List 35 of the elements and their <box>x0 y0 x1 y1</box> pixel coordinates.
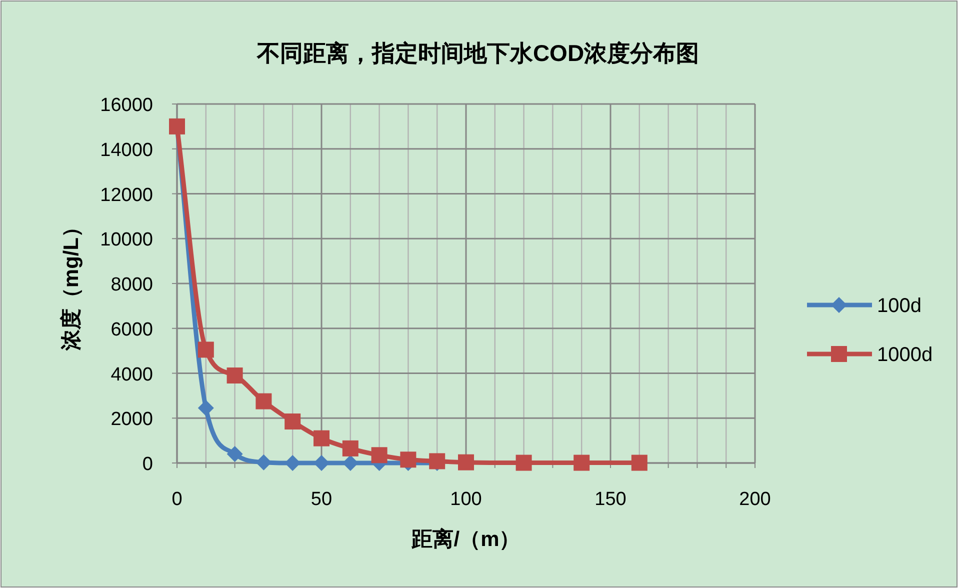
point <box>516 454 532 471</box>
point <box>631 454 648 471</box>
point <box>314 455 330 471</box>
point <box>458 454 474 470</box>
point <box>400 452 416 468</box>
x-tick-label: 50 <box>310 489 332 510</box>
y-tick-label: 14000 <box>100 140 153 161</box>
y-tick-label: 10000 <box>100 230 153 251</box>
x-tick-label: 0 <box>172 489 182 510</box>
point <box>226 446 243 462</box>
legend-label: 1000d <box>877 344 933 366</box>
y-tick-label: 16000 <box>100 95 153 116</box>
point <box>256 454 272 470</box>
point <box>198 342 214 358</box>
x-tick-label: 100 <box>450 489 482 510</box>
y-axis-title: 浓度（mg/L） <box>59 216 83 352</box>
y-tick-label: 8000 <box>110 274 153 296</box>
y-tick-label: 0 <box>142 454 153 475</box>
point <box>284 413 301 430</box>
x-tick-label: 200 <box>739 489 771 510</box>
chart-title: 不同距离，指定时间地下水COD浓度分布图 <box>256 40 700 66</box>
point <box>198 400 214 416</box>
point <box>371 447 388 464</box>
point <box>314 430 330 446</box>
point <box>342 440 358 456</box>
y-tick-label: 6000 <box>110 319 153 340</box>
y-tick-label: 4000 <box>110 364 153 386</box>
y-tick-label: 2000 <box>110 409 153 430</box>
point <box>574 454 590 471</box>
legend-label: 100d <box>877 295 922 317</box>
x-axis-title: 距离/（m） <box>410 527 520 551</box>
point <box>226 367 243 384</box>
point <box>256 393 272 410</box>
y-tick-label: 12000 <box>100 184 153 206</box>
x-tick-label: 150 <box>594 489 626 510</box>
